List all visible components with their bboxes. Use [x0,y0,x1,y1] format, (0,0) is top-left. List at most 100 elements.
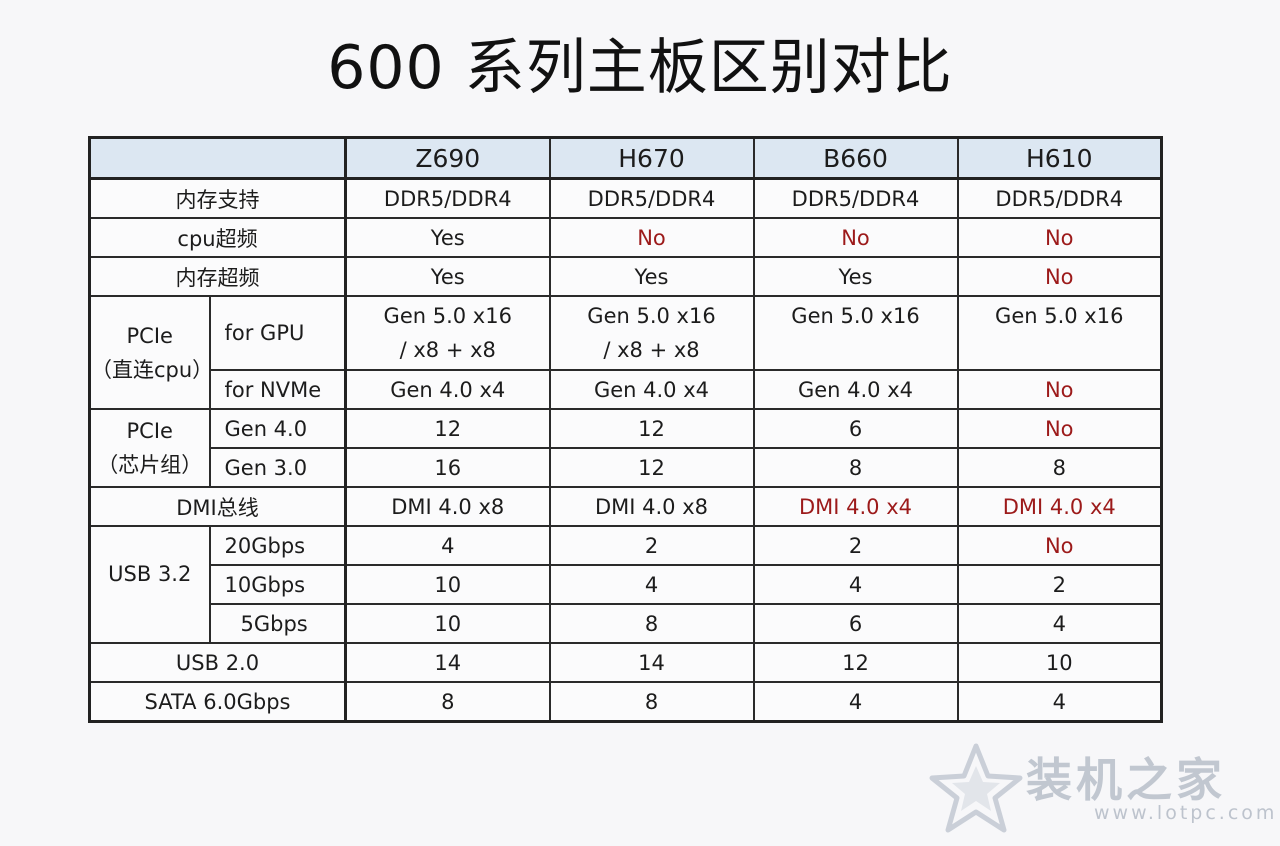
table-cell: No [956,369,1163,410]
row-label: cpu超频 [88,217,347,258]
header-h670: H670 [548,136,755,180]
table-cell: 2 [752,525,959,566]
header-corner-cell [88,136,347,180]
comparison-table: Z690 H670 B660 H610 内存支持 DDR5/DDR4 DDR5/… [88,136,1163,723]
star-icon [929,743,1023,833]
table-cell: No [956,525,1163,566]
table-row-pcie-chipset-gen4: PCIe （芯片组） Gen 4.0 12 12 6 No [88,408,1163,488]
sub-row-label: Gen 3.0 [208,447,347,488]
table-row-memory-support: 内存支持 DDR5/DDR4 DDR5/DDR4 DDR5/DDR4 DDR5/… [88,177,1163,219]
table-cell: 10 [344,564,551,605]
table-cell: DDR5/DDR4 [752,177,959,219]
header-b660: B660 [752,136,959,180]
row-label: DMI总线 [88,486,347,527]
table-row-cpu-oc: cpu超频 Yes No No No [88,217,1163,258]
table-cell: No [956,408,1163,449]
table-cell: Gen 4.0 x4 [752,369,959,410]
table-cell: No [956,256,1163,297]
sub-row-label: for NVMe [208,369,347,410]
watermark: 装机之家 www.lotpc.com [928,740,1274,836]
sub-row-label: 20Gbps [208,525,347,566]
page-title: 600 系列主板区别对比 [327,33,953,103]
cell-line: Gen 5.0 x16 [791,304,920,328]
group-label-line: （直连cpu） [91,357,210,382]
sub-row-label: 5Gbps [208,603,347,644]
table-cell: Yes [344,217,551,258]
row-group-label-usb32: USB 3.2 [88,525,211,644]
table-cell: 14 [548,642,755,683]
table-cell: 16 [344,447,551,488]
cell-line: Gen 5.0 x16 [383,304,512,328]
sub-row-label: 10Gbps [208,564,347,605]
table-cell: Yes [548,256,755,297]
table-cell: 8 [548,603,755,644]
table-cell: Gen 5.0 x16 [956,295,1163,371]
table-cell: 12 [548,408,755,449]
group-label-line: PCIe [126,419,173,443]
table-cell: 4 [344,525,551,566]
table-cell: DDR5/DDR4 [956,177,1163,219]
table-cell: Yes [752,256,959,297]
row-label: 内存支持 [88,177,347,219]
cell-line: Gen 5.0 x16 [995,304,1124,328]
table-cell: 12 [752,642,959,683]
table-cell: DMI 4.0 x8 [344,486,551,527]
table-cell: 2 [548,525,755,566]
group-label-line: （芯片组） [97,453,203,477]
table-cell: Gen 4.0 x4 [548,369,755,410]
table-cell: 6 [752,408,959,449]
table-cell: 10 [344,603,551,644]
table-row-usb20: USB 2.0 14 14 12 10 [88,642,1163,683]
sub-row-label: Gen 4.0 [208,408,347,449]
table-cell: 4 [752,681,959,723]
table-cell: Gen 5.0 x16 / x8 + x8 [548,295,755,371]
header-z690: Z690 [344,136,551,180]
table-cell: 8 [344,681,551,723]
table-cell: 4 [956,681,1163,723]
row-label: 内存超频 [88,256,347,297]
table-cell: DMI 4.0 x4 [956,486,1163,527]
table-cell: No [956,217,1163,258]
table-cell: 12 [344,408,551,449]
table-cell: 8 [956,447,1163,488]
table-cell: 8 [752,447,959,488]
table-cell: DMI 4.0 x4 [752,486,959,527]
table-cell: Gen 5.0 x16 [752,295,959,371]
table-row-pcie-cpu-gpu: PCIe （直连cpu） for GPU Gen 5.0 x16 / x8 + … [88,295,1163,410]
table-row-usb32-5g: 5Gbps 10 8 6 4 [90,603,1163,644]
table-cell: 4 [752,564,959,605]
table-row-usb32-10g: 10Gbps 10 4 4 2 [90,564,1163,605]
watermark-url: www.lotpc.com [1094,802,1278,824]
cell-line: Gen 5.0 x16 [587,304,716,328]
sub-row-label: for GPU [208,295,347,371]
table-cell: 10 [956,642,1163,683]
table-cell: DDR5/DDR4 [548,177,755,219]
table-cell: No [752,217,959,258]
table-row-usb32-20g: USB 3.2 20Gbps 4 2 2 No [88,525,1163,644]
table-row-sata: SATA 6.0Gbps 8 8 4 4 [88,681,1163,723]
table-cell: Gen 4.0 x4 [344,369,551,410]
row-label: USB 2.0 [88,642,347,683]
table-cell: 2 [956,564,1163,605]
row-label: SATA 6.0Gbps [88,681,347,723]
table-cell: 8 [548,681,755,723]
table-header-row: Z690 H670 B660 H610 [88,136,1163,180]
group-label-line: PCIe [126,323,173,348]
table-row-dmi: DMI总线 DMI 4.0 x8 DMI 4.0 x8 DMI 4.0 x4 D… [88,486,1163,527]
table-cell: DMI 4.0 x8 [548,486,755,527]
header-h610: H610 [956,136,1163,180]
cell-line: / x8 + x8 [399,338,496,362]
table-cell: Yes [344,256,551,297]
table-cell: 6 [752,603,959,644]
table-cell: DDR5/DDR4 [344,177,551,219]
table-cell: Gen 5.0 x16 / x8 + x8 [344,295,551,371]
table-cell: 4 [548,564,755,605]
table-cell: No [548,217,755,258]
table-cell: 12 [548,447,755,488]
row-group-label-pcie-chipset: PCIe （芯片组） [88,408,211,488]
table-cell: 4 [956,603,1163,644]
table-row-pcie-chipset-gen3: Gen 3.0 16 12 8 8 [90,447,1163,488]
watermark-text: 装机之家 [1026,753,1226,807]
table-row-pcie-cpu-nvme: for NVMe Gen 4.0 x4 Gen 4.0 x4 Gen 4.0 x… [90,369,1163,410]
cell-line: / x8 + x8 [603,338,700,362]
